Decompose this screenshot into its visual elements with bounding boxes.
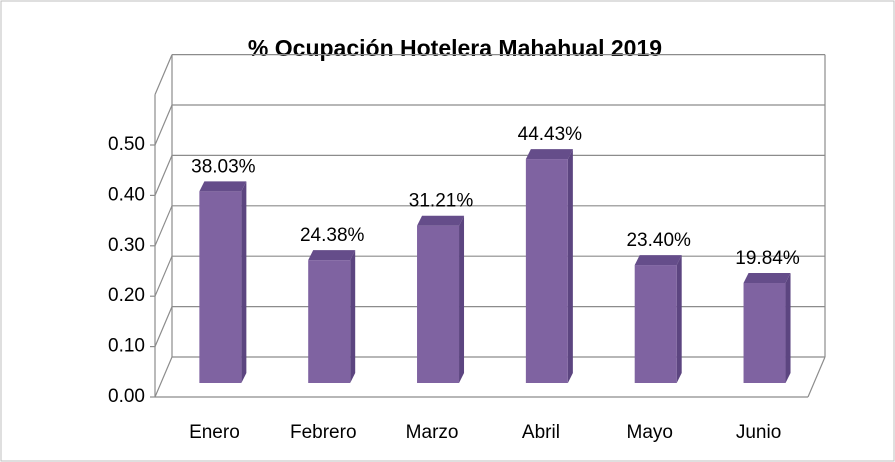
- x-tick-label: Febrero: [290, 422, 357, 443]
- grid-line: [154, 155, 173, 196]
- bar: [743, 283, 786, 383]
- grid-line: [154, 306, 173, 347]
- data-label: 19.84%: [735, 248, 800, 269]
- x-tick-label: Abril: [522, 422, 560, 443]
- x-tick-label: Marzo: [406, 422, 459, 443]
- wall-edge: [154, 54, 173, 95]
- bar-top: [417, 215, 465, 226]
- bar-side: [350, 250, 356, 383]
- y-tick-label: 0.50: [108, 134, 145, 155]
- data-label: 24.38%: [300, 225, 365, 246]
- bar: [417, 225, 460, 383]
- y-tick-label: 0.00: [108, 386, 145, 407]
- bar-top: [743, 273, 791, 284]
- bar-side: [567, 149, 573, 383]
- y-tick-label: 0.30: [108, 235, 145, 256]
- y-tick-label: 0.10: [108, 336, 145, 357]
- data-label: 38.03%: [191, 156, 256, 177]
- x-tick-label: Junio: [736, 422, 781, 443]
- y-tick-label: 0.20: [108, 285, 145, 306]
- y-tick-label: 0.40: [108, 184, 145, 205]
- bar-side: [785, 273, 791, 383]
- bar-side: [241, 181, 247, 383]
- data-label: 23.40%: [626, 230, 691, 251]
- bar-top: [199, 181, 247, 192]
- bar-side: [676, 255, 682, 383]
- chart-title: % Ocupación Hotelera Mahahual 2019: [248, 35, 662, 61]
- bar: [634, 265, 677, 383]
- grid-line: [154, 356, 173, 398]
- bar-side: [459, 215, 465, 383]
- bar: [308, 260, 351, 383]
- x-tick-label: Mayo: [627, 422, 673, 443]
- data-label: 44.43%: [518, 124, 583, 145]
- bar: [199, 191, 242, 383]
- x-tick-label: Enero: [189, 422, 240, 443]
- grid-line: [154, 104, 173, 146]
- grid-line: [154, 205, 173, 247]
- data-label: 31.21%: [409, 191, 474, 212]
- bar-top: [525, 149, 573, 160]
- floor-edge: [807, 356, 826, 398]
- bar: [525, 159, 568, 383]
- grid-line: [154, 255, 173, 297]
- bar-top: [634, 255, 682, 266]
- bar-top: [308, 250, 356, 261]
